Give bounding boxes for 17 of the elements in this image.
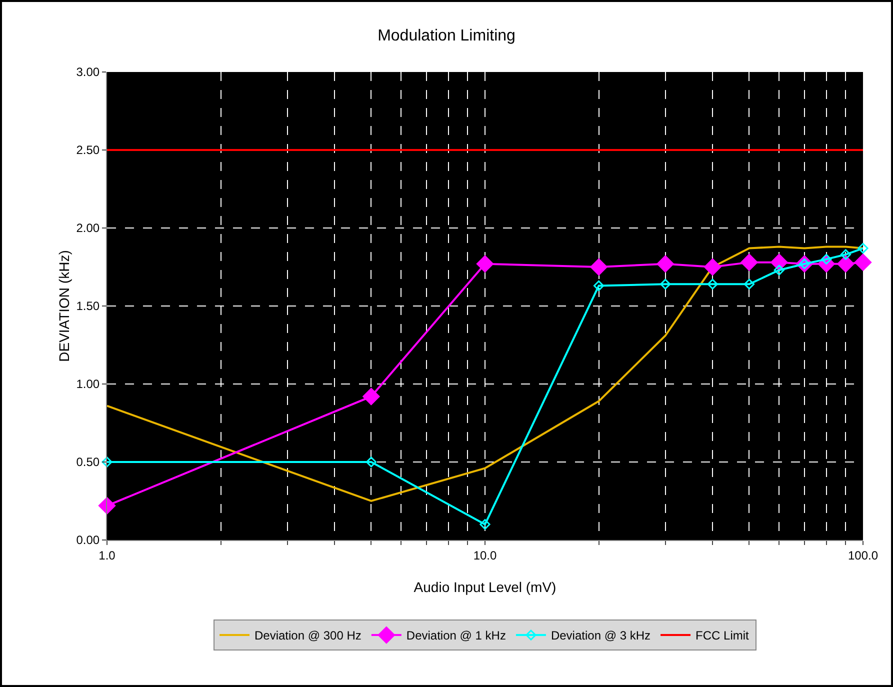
chart-title: Modulation Limiting: [378, 28, 516, 45]
x-tick-label: 1.0: [98, 548, 116, 562]
y-tick-label: 2.00: [76, 221, 100, 236]
x-axis-title: Audio Input Level (mV): [414, 579, 556, 595]
y-tick-label: 0.00: [76, 533, 100, 548]
y-tick-label: 0.50: [76, 455, 100, 470]
y-axis-title: DEVIATION (kHz): [56, 250, 72, 362]
legend-label: FCC Limit: [696, 628, 750, 643]
legend-label: Deviation @ 3 kHz: [550, 628, 651, 643]
y-tick-label: 1.00: [76, 377, 100, 392]
x-tick-label: 100.0: [848, 548, 878, 562]
y-tick-label: 3.00: [76, 65, 100, 80]
y-tick-label: 2.50: [76, 143, 100, 158]
x-tick-label: 10.0: [473, 548, 497, 562]
legend-label: Deviation @ 300 Hz: [254, 628, 362, 643]
legend-label: Deviation @ 1 kHz: [406, 628, 506, 643]
y-tick-label: 1.50: [76, 299, 100, 314]
